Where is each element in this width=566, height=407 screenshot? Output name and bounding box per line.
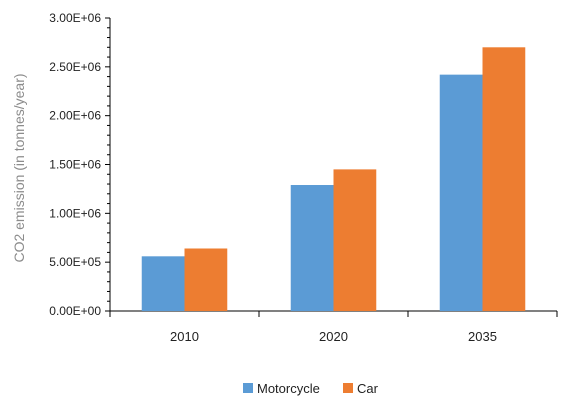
bar-car-2020	[333, 169, 377, 311]
bar-motorcycle-2010	[141, 256, 185, 311]
y-axis-title: CO2 emission (in tonnes/year)	[11, 73, 27, 262]
x-tick-label: 2035	[468, 329, 497, 344]
legend-label-car: Car	[357, 381, 379, 396]
bars	[141, 47, 526, 312]
x-tick-label: 2020	[319, 329, 348, 344]
legend: Motorcycle Car	[243, 381, 379, 396]
y-tick-label: 0.00E+00	[49, 304, 101, 318]
x-tick-label: 2010	[170, 329, 199, 344]
bar-motorcycle-2035	[439, 74, 483, 311]
legend-label-motorcycle: Motorcycle	[257, 381, 320, 396]
y-tick-label: 5.00E+05	[49, 255, 101, 269]
bar-motorcycle-2020	[290, 185, 334, 311]
legend-swatch-motorcycle	[243, 383, 253, 393]
y-axis: 0.00E+00 5.00E+05 1.00E+06 1.50E+06 2.00E+06…	[49, 11, 111, 318]
y-tick-label: 1.00E+06	[49, 206, 101, 220]
x-axis: 2010 2020 2035	[109, 310, 558, 344]
y-tick-label: 3.00E+06	[49, 11, 101, 25]
bar-car-2010	[184, 248, 228, 311]
y-tick-label: 2.50E+06	[49, 60, 101, 74]
legend-swatch-car	[343, 383, 353, 393]
bar-car-2035	[482, 47, 526, 312]
y-tick-label: 1.50E+06	[49, 158, 101, 172]
y-tick-label: 2.00E+06	[49, 109, 101, 123]
